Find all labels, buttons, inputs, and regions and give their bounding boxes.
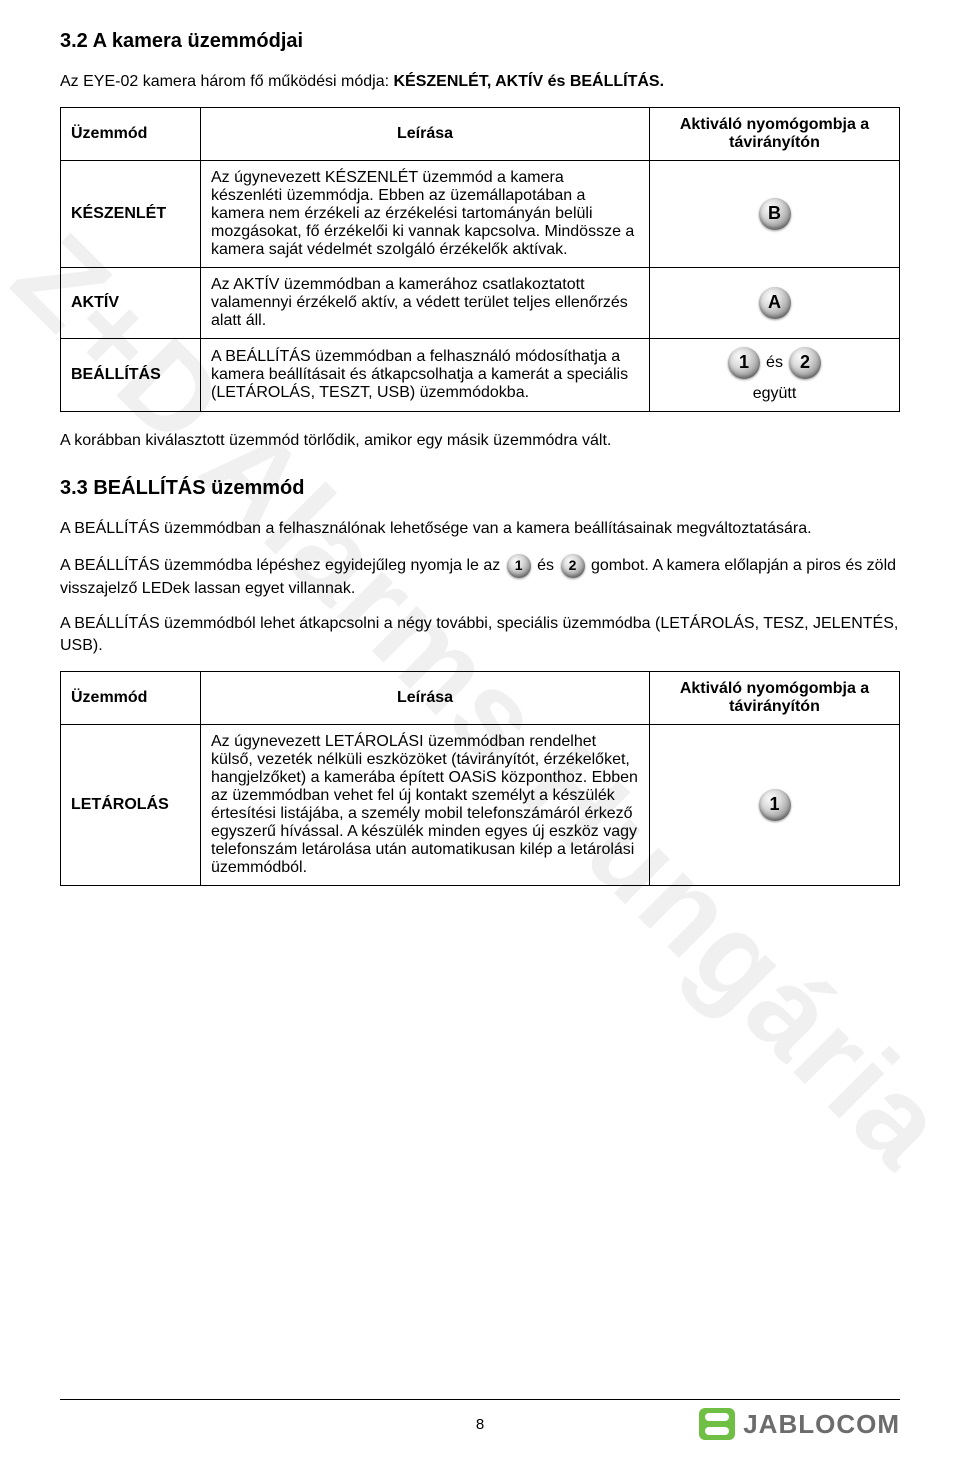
table-row: KÉSZENLÉT Az úgynevezett KÉSZENLÉT üzemm… <box>61 160 900 267</box>
page-number: 8 <box>476 1416 484 1433</box>
button-cell: 1 <box>650 724 900 885</box>
section-3-2-note: A korábban kiválasztott üzemmód törlődik… <box>60 430 900 452</box>
section-3-2-intro: Az EYE-02 kamera három fő működési módja… <box>60 71 900 93</box>
button-cell: 1 és 2 együtt <box>650 338 900 411</box>
page-footer: 8 JABLOCOM <box>60 1399 900 1440</box>
p2-mid: és <box>537 557 558 574</box>
desc-cell: Az AKTÍV üzemmódban a kamerához csatlako… <box>201 267 650 338</box>
mode-cell: KÉSZENLÉT <box>61 160 201 267</box>
mode-cell: LETÁROLÁS <box>61 724 201 885</box>
mode-cell: BEÁLLÍTÁS <box>61 338 201 411</box>
remote-button-1-icon: 1 <box>728 347 760 379</box>
table-header-row: Üzemmód Leírása Aktiváló nyomógombja a t… <box>61 107 900 160</box>
table-row: LETÁROLÁS Az úgynevezett LETÁROLÁSI üzem… <box>61 724 900 885</box>
intro-bold: KÉSZENLÉT, AKTÍV és BEÁLLÍTÁS. <box>393 73 664 90</box>
section-3-3-p1: A BEÁLLÍTÁS üzemmódban a felhasználónak … <box>60 518 900 540</box>
th-desc: Leírása <box>201 107 650 160</box>
table-row: AKTÍV Az AKTÍV üzemmódban a kamerához cs… <box>61 267 900 338</box>
section-3-2-title: 3.2 A kamera üzemmódjai <box>60 30 900 53</box>
jablocom-logo-text: JABLOCOM <box>743 1409 900 1440</box>
th-mode: Üzemmód <box>61 671 201 724</box>
remote-button-2-icon: 2 <box>789 347 821 379</box>
th-button: Aktiváló nyomógombja a távirányítón <box>650 671 900 724</box>
desc-cell: A BEÁLLÍTÁS üzemmódban a felhasználó mód… <box>201 338 650 411</box>
button-cell: A <box>650 267 900 338</box>
th-desc: Leírása <box>201 671 650 724</box>
section-3-3-p2: A BEÁLLÍTÁS üzemmódba lépéshez egyidejűl… <box>60 554 900 600</box>
desc-cell: Az úgynevezett KÉSZENLÉT üzemmód a kamer… <box>201 160 650 267</box>
button-cell: B <box>650 160 900 267</box>
remote-button-a-icon: A <box>759 287 791 319</box>
section-3-3-p3: A BEÁLLÍTÁS üzemmódból lehet átkapcsolni… <box>60 613 900 656</box>
pair-below: együtt <box>660 385 889 403</box>
th-button: Aktiváló nyomógombja a távirányítón <box>650 107 900 160</box>
th-mode: Üzemmód <box>61 107 201 160</box>
mode-cell: AKTÍV <box>61 267 201 338</box>
remote-button-1-icon: 1 <box>507 554 531 578</box>
modes-table-2: Üzemmód Leírása Aktiváló nyomógombja a t… <box>60 671 900 886</box>
remote-button-2-icon: 2 <box>561 554 585 578</box>
jablocom-logo: JABLOCOM <box>699 1408 900 1440</box>
remote-button-b-icon: B <box>759 198 791 230</box>
modes-table-1: Üzemmód Leírása Aktiváló nyomógombja a t… <box>60 107 900 412</box>
table-row: BEÁLLÍTÁS A BEÁLLÍTÁS üzemmódban a felha… <box>61 338 900 411</box>
intro-text: Az EYE-02 kamera három fő működési módja… <box>60 73 393 90</box>
pair-separator: és <box>766 354 783 372</box>
table-header-row: Üzemmód Leírása Aktiváló nyomógombja a t… <box>61 671 900 724</box>
p2-pre: A BEÁLLÍTÁS üzemmódba lépéshez egyidejűl… <box>60 557 505 574</box>
remote-button-1-icon: 1 <box>759 789 791 821</box>
jablocom-logo-icon <box>699 1408 735 1440</box>
section-3-3-title: 3.3 BEÁLLÍTÁS üzemmód <box>60 477 900 500</box>
desc-cell: Az úgynevezett LETÁROLÁSI üzemmódban ren… <box>201 724 650 885</box>
